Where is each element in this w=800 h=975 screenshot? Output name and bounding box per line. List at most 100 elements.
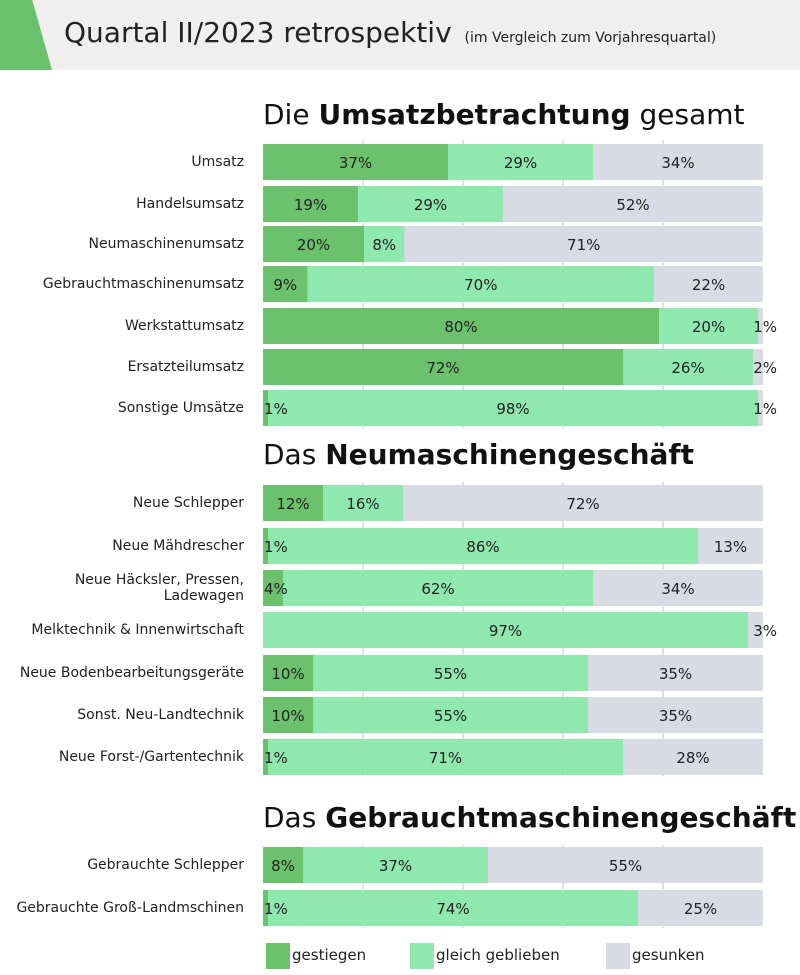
section-title-3: Das Gebrauchtmaschinengeschäft: [263, 801, 796, 834]
data-label: 1%: [264, 900, 288, 918]
bar-gleich: [313, 697, 588, 733]
data-label: 1%: [264, 749, 288, 767]
legend-swatch-gleich: [410, 943, 434, 969]
row-label: Umsatz: [191, 154, 244, 170]
data-label: 25%: [684, 900, 717, 918]
data-label: 8%: [271, 857, 295, 875]
row-label: Sonstige Umsätze: [117, 400, 244, 416]
section-title-prefix: Das: [263, 801, 326, 834]
page-title: Quartal II/2023 retrospektiv (im Verglei…: [64, 16, 716, 49]
bar-gestiegen: [263, 226, 365, 262]
section-title-bold: Gebrauchtmaschinengeschäft: [325, 801, 797, 834]
data-label: 20%: [297, 236, 330, 254]
data-label: 55%: [434, 665, 467, 683]
bar-gestiegen: [263, 655, 313, 691]
data-label: 70%: [464, 276, 497, 294]
bar-gesunken: [758, 390, 763, 426]
data-label: 29%: [414, 196, 447, 214]
bar-gestiegen: [263, 485, 323, 521]
bar-gesunken: [654, 266, 763, 302]
row-label: Neue Bodenbearbeitungsgeräte: [19, 665, 244, 681]
data-label: 35%: [659, 707, 692, 725]
data-label: 37%: [339, 154, 372, 172]
data-label: 29%: [504, 154, 537, 172]
bar-gleich: [263, 612, 748, 648]
bar-gestiegen: [263, 349, 623, 385]
data-label: 2%: [753, 359, 777, 377]
section-title-suffix: gesamt: [630, 98, 745, 131]
row-label: Neue Mähdrescher: [112, 538, 244, 554]
bar-gestiegen: [263, 697, 313, 733]
bar-gleich: [364, 226, 405, 262]
row-label: Neue Forst-/Gartentechnik: [58, 749, 244, 765]
bar-gesunken: [403, 485, 763, 521]
bar-gestiegen: [263, 890, 268, 926]
data-label: 34%: [661, 154, 694, 172]
bar-gleich: [268, 390, 758, 426]
data-label: 72%: [426, 359, 459, 377]
section-title-prefix: Das: [263, 438, 326, 471]
section-title-prefix: Die: [263, 98, 319, 131]
legend-label-gestiegen: gestiegen: [292, 946, 367, 964]
data-label: 28%: [676, 749, 709, 767]
data-label: 26%: [671, 359, 704, 377]
bar-gesunken: [758, 308, 763, 344]
data-label: 1%: [753, 400, 777, 418]
data-label: 52%: [616, 196, 649, 214]
data-label: 1%: [264, 400, 288, 418]
data-label: 55%: [609, 857, 642, 875]
data-label: 9%: [273, 276, 297, 294]
data-label: 20%: [692, 318, 725, 336]
bar-gestiegen: [263, 144, 448, 180]
bar-gesunken: [503, 186, 763, 222]
bar-gleich: [448, 144, 593, 180]
section-title-bold: Neumaschinengeschäft: [325, 438, 694, 471]
row-label: Gebrauchte Groß-Landmschinen: [16, 900, 244, 916]
bar-gesunken: [588, 697, 763, 733]
bar-gesunken: [404, 226, 763, 262]
bar-gesunken: [698, 528, 763, 564]
row-label: Neumaschinenumsatz: [88, 236, 244, 252]
row-label: Neue Schlepper: [132, 495, 244, 511]
data-label: 86%: [466, 538, 499, 556]
bar-gestiegen: [263, 847, 303, 883]
data-label: 3%: [753, 622, 777, 640]
data-label: 98%: [496, 400, 529, 418]
data-label: 16%: [346, 495, 379, 513]
bar-gleich: [283, 570, 593, 606]
row-label: Sonst. Neu-Landtechnik: [77, 707, 244, 723]
data-label: 55%: [434, 707, 467, 725]
data-label: 74%: [436, 900, 469, 918]
data-label: 10%: [271, 707, 304, 725]
legend-swatch-gestiegen: [266, 943, 290, 969]
bar-gleich: [268, 890, 638, 926]
row-label: Gebrauchtmaschinenumsatz: [42, 276, 244, 292]
row-label: Melktechnik & Innenwirtschaft: [31, 622, 244, 638]
bar-gleich: [323, 485, 403, 521]
data-label: 35%: [659, 665, 692, 683]
page-title-text: Quartal II/2023 retrospektiv: [64, 16, 452, 49]
section-title-bold: Umsatzbetrachtung: [318, 98, 631, 131]
data-label: 10%: [271, 665, 304, 683]
bar-gestiegen: [263, 266, 308, 302]
data-label: 1%: [753, 318, 777, 336]
bar-gesunken: [748, 612, 763, 648]
row-label: Ersatzteilumsatz: [127, 359, 244, 375]
bar-gestiegen: [263, 308, 660, 344]
data-label: 19%: [294, 196, 327, 214]
bar-gesunken: [753, 349, 763, 385]
data-label: 8%: [372, 236, 396, 254]
bar-gesunken: [488, 847, 763, 883]
bar-gestiegen: [263, 570, 283, 606]
row-label: Handelsumsatz: [136, 196, 244, 212]
bar-gestiegen: [263, 390, 268, 426]
legend-label-gleich: gleich geblieben: [436, 946, 560, 964]
bar-gleich: [358, 186, 503, 222]
data-label: 12%: [276, 495, 309, 513]
data-label: 71%: [429, 749, 462, 767]
data-label: 97%: [489, 622, 522, 640]
data-label: 13%: [714, 538, 747, 556]
bar-gleich: [313, 655, 588, 691]
bar-gestiegen: [263, 739, 268, 775]
